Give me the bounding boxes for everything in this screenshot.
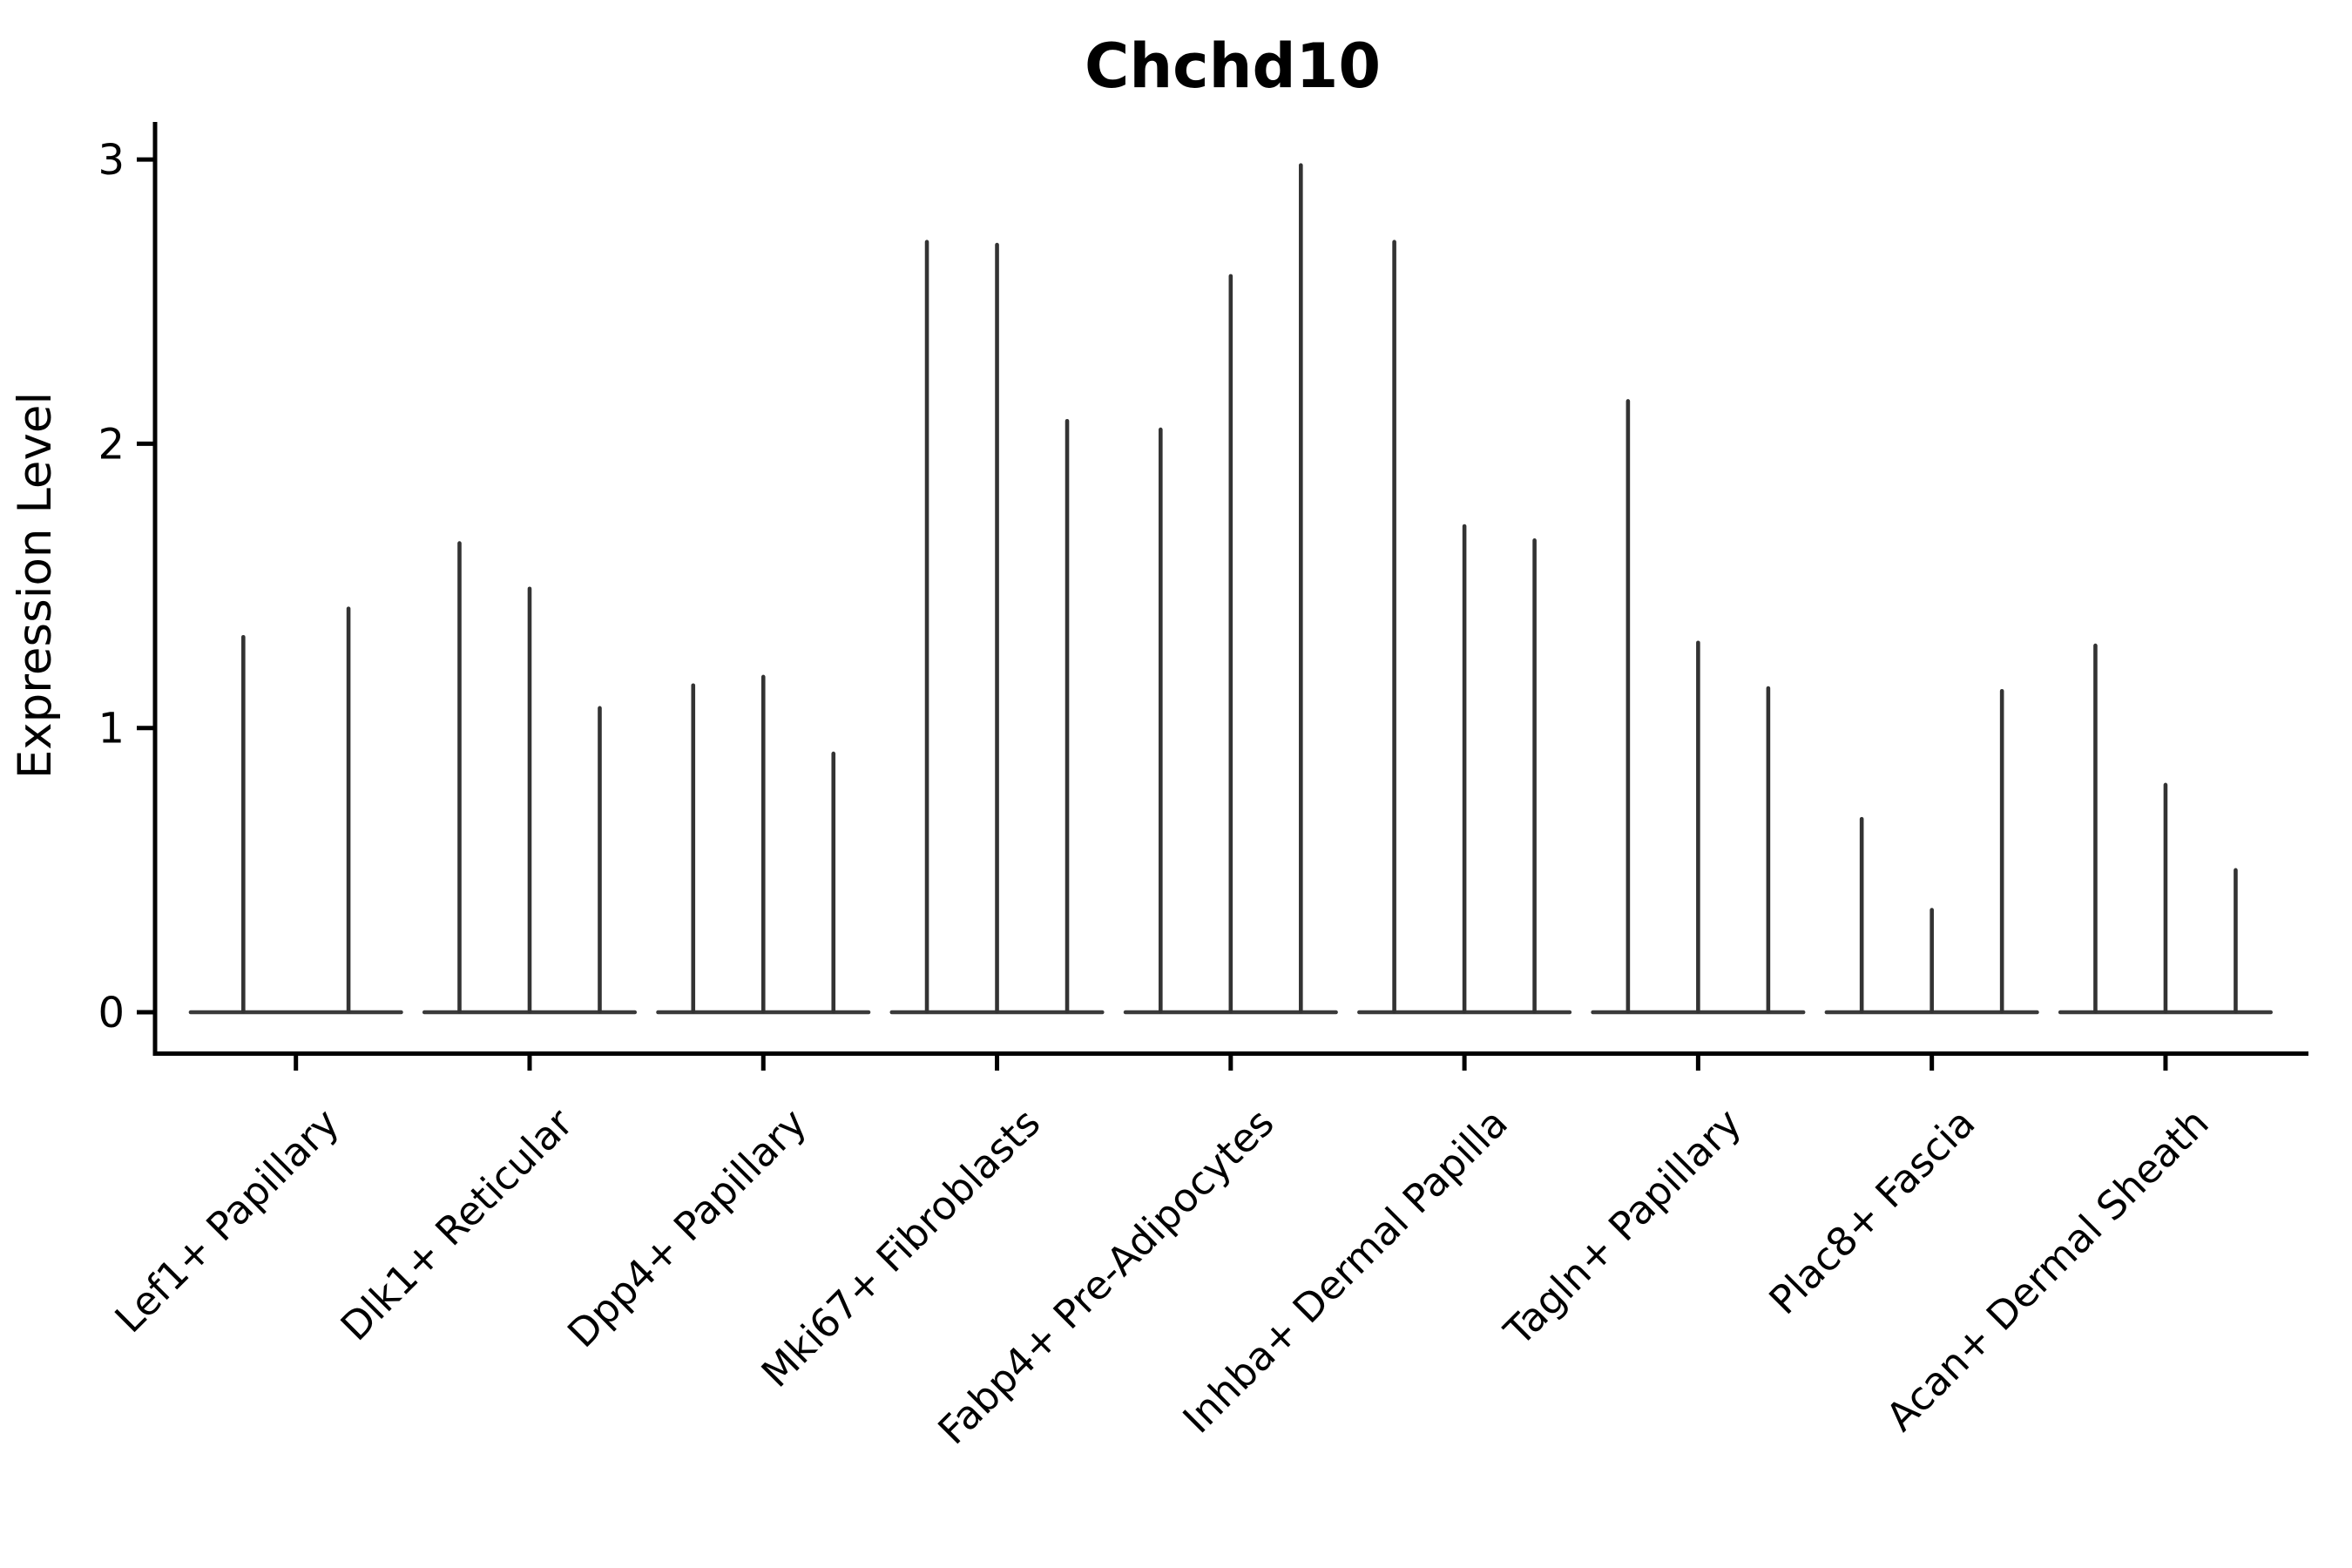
y-tick-label: 3 [98, 136, 125, 185]
x-tick-label: Dlk1+ Reticular [332, 1099, 582, 1349]
chart-title: Chchd10 [1085, 30, 1381, 102]
x-tick-label: Tagln+ Papillary [1495, 1099, 1750, 1355]
y-tick-label: 2 [98, 420, 125, 469]
y-tick-label: 1 [98, 705, 125, 754]
x-tick-label: Lef1+ Papillary [106, 1099, 348, 1342]
violin-marks [188, 163, 2273, 1015]
x-tick-label: Plac8+ Fascia [1761, 1099, 1984, 1323]
x-tick-label: Dpp4+ Papillary [558, 1099, 815, 1356]
x-axis-ticks [294, 1056, 2168, 1071]
y-axis-ticks: 0 1 2 3 [98, 136, 155, 1037]
y-tick-label: 0 [98, 989, 125, 1037]
y-axis-title: Expression Level [9, 392, 62, 779]
